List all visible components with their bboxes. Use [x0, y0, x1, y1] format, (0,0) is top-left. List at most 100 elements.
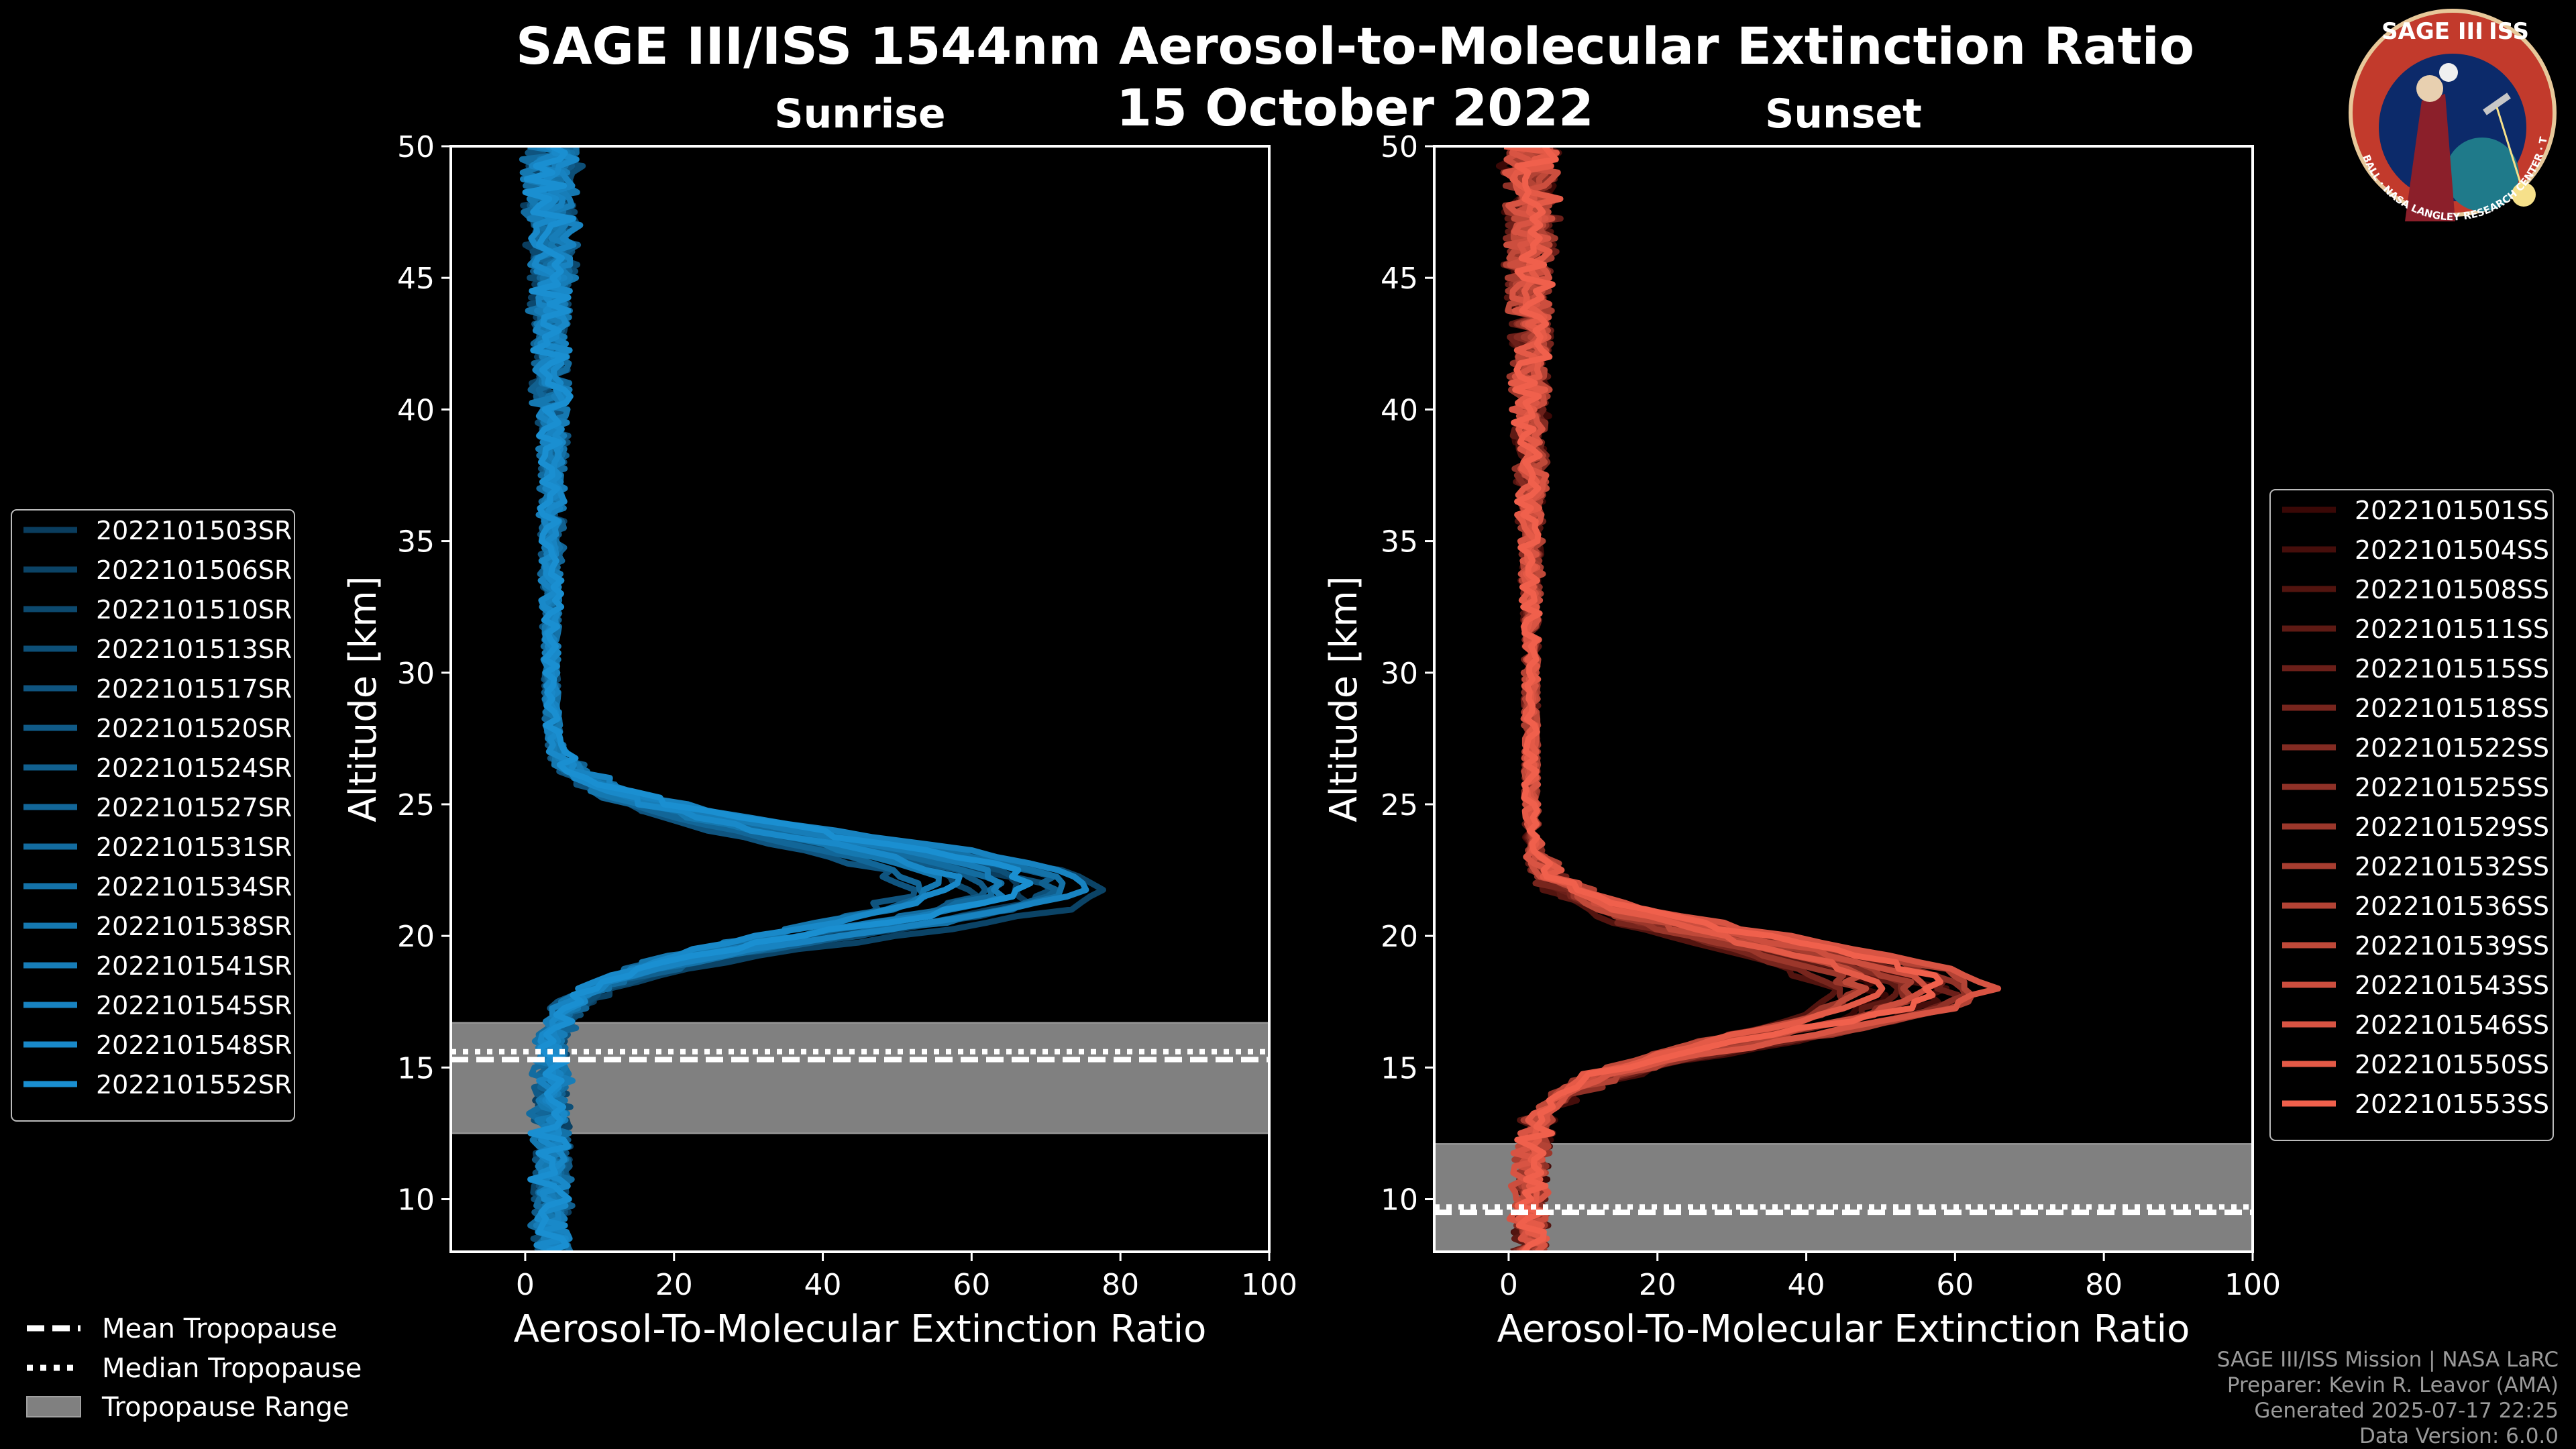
sunset-panel-title: Sunset [1765, 91, 1922, 138]
y-tick-label: 20 [1381, 920, 1418, 954]
series-lines [1495, 146, 2002, 1252]
y-tick-label: 10 [1381, 1183, 1418, 1218]
legend-entry-2022101513SR: 2022101513SR [96, 635, 292, 664]
legend-entry-2022101538SR: 2022101538SR [96, 912, 292, 941]
tropopause-range-band [1434, 1143, 2253, 1252]
legend-entry-2022101525SS: 2022101525SS [2355, 773, 2549, 802]
logo-sun-icon [2512, 182, 2536, 207]
sunrise-x-axis-label: Aerosol-To-Molecular Extinction Ratio [514, 1307, 1207, 1351]
series-line-2022101553SS [1511, 146, 1943, 1252]
logo-iss: ISS [2489, 18, 2529, 45]
legend-entry-2022101515SS: 2022101515SS [2355, 654, 2549, 684]
y-tick-label: 25 [397, 788, 435, 822]
legend-entry-2022101550SS: 2022101550SS [2355, 1050, 2549, 1079]
credit-mission: SAGE III/ISS Mission | NASA LaRC [2217, 1348, 2559, 1372]
x-tick-label: 100 [1241, 1268, 1297, 1302]
tropopause-range-label: Tropopause Range [101, 1392, 350, 1423]
legend-entry-2022101541SR: 2022101541SR [96, 951, 292, 981]
mean-tropopause-label: Mean Tropopause [102, 1313, 337, 1344]
y-tick-label: 30 [1381, 657, 1418, 691]
tropopause-range-band [450, 1022, 1270, 1134]
x-tick-label: 60 [953, 1268, 990, 1302]
legend-entry-2022101517SR: 2022101517SR [96, 674, 292, 704]
x-tick-label: 100 [2224, 1268, 2281, 1302]
x-tick-label: 60 [1936, 1268, 1974, 1302]
legend-entry-2022101520SR: 2022101520SR [96, 714, 292, 743]
x-tick-label: 0 [516, 1268, 535, 1302]
legend-entry-2022101531SR: 2022101531SR [96, 833, 292, 862]
legend-entry-2022101522SS: 2022101522SS [2355, 733, 2549, 763]
y-tick-label: 40 [397, 393, 435, 427]
legend-entry-2022101539SS: 2022101539SS [2355, 931, 2549, 961]
legend-box [2269, 489, 2554, 1141]
logo-station-icon [2483, 93, 2511, 115]
logo-figure-icon [2405, 94, 2455, 221]
legend-entry-2022101532SS: 2022101532SS [2355, 852, 2549, 881]
series-line-2022101552SR [522, 146, 1034, 1252]
y-tick-label: 50 [1381, 130, 1418, 164]
y-tick-label: 45 [1381, 262, 1418, 296]
y-tick-label: 30 [397, 657, 435, 691]
y-tick-label: 45 [397, 262, 435, 296]
y-tick-label: 35 [1381, 525, 1418, 559]
sunrise-y-axis-label: Altitude [km] [341, 576, 385, 822]
logo-bullet: · [2475, 18, 2483, 45]
y-tick-label: 15 [397, 1051, 435, 1085]
plot-frame [1433, 145, 2254, 1253]
legend-entry-2022101527SR: 2022101527SR [96, 793, 292, 822]
sunrise-legend: 2022101503SR 2022101506SR 2022101510SR 2022… [11, 509, 295, 1122]
sunset-x-axis-label: Aerosol-To-Molecular Extinction Ratio [1497, 1307, 2190, 1351]
y-tick-label: 35 [397, 525, 435, 559]
legend-entry-2022101501SS: 2022101501SS [2355, 496, 2549, 525]
legend-entry-2022101546SS: 2022101546SS [2355, 1010, 2549, 1040]
legend-entry-2022101543SS: 2022101543SS [2355, 971, 2549, 1000]
legend-entry-2022101506SR: 2022101506SR [96, 555, 292, 585]
legend-entry-2022101552SR: 2022101552SR [96, 1070, 292, 1099]
credit-version: Data Version: 6.0.0 [2359, 1424, 2559, 1448]
sunset-panel: 0 20 40 60 80 100 10 15 20 25 30 35 40 45 50 [1381, 130, 2281, 1302]
legend-entry-2022101548SR: 2022101548SR [96, 1030, 292, 1060]
x-tick-label: 40 [804, 1268, 842, 1302]
legend-entry-2022101536SS: 2022101536SS [2355, 892, 2549, 921]
legend-entry-2022101511SS: 2022101511SS [2355, 614, 2549, 644]
credits: SAGE III/ISS Mission | NASA LaRC Prepare… [2217, 1348, 2559, 1448]
series-lines [519, 146, 1106, 1252]
sunrise-panel: 0 20 40 60 80 100 10 15 20 25 30 35 40 45 50 [397, 130, 1297, 1302]
logo-figure-head-icon [2416, 75, 2443, 102]
plot-frame [449, 145, 1271, 1253]
y-tick-label: 20 [397, 920, 435, 954]
y-tick-label: 25 [1381, 788, 1418, 822]
median-tropopause-label: Median Tropopause [102, 1353, 362, 1384]
legend-entry-2022101518SS: 2022101518SS [2355, 694, 2549, 723]
legend-entry-2022101529SS: 2022101529SS [2355, 812, 2549, 842]
chart-date: 15 October 2022 [1116, 78, 1594, 138]
y-tick-label: 10 [397, 1183, 435, 1218]
logo-beam [2496, 107, 2525, 194]
legend-entry-2022101545SR: 2022101545SR [96, 991, 292, 1020]
legend-entry-2022101524SR: 2022101524SR [96, 753, 292, 783]
sunset-y-axis-label: Altitude [km] [1322, 576, 1366, 822]
legend-entry-2022101508SS: 2022101508SS [2355, 575, 2549, 604]
sunset-legend: 2022101501SS 2022101504SS 2022101508SS 2022… [2269, 489, 2554, 1141]
y-tick-label: 15 [1381, 1051, 1418, 1085]
tropopause-range-swatch [26, 1396, 81, 1417]
logo-earth-icon [2445, 138, 2519, 211]
tropopause-legend: Mean Tropopause Median Tropopause Tropop… [26, 1313, 362, 1423]
y-tick-label: 50 [397, 130, 435, 164]
x-tick-label: 20 [1639, 1268, 1676, 1302]
x-tick-label: 20 [655, 1268, 693, 1302]
legend-entry-2022101553SS: 2022101553SS [2355, 1089, 2549, 1119]
logo-title: SAGE III [2381, 18, 2483, 45]
logo-moon-icon [2439, 63, 2458, 82]
chart-title: SAGE III/ISS 1544nm Aerosol-to-Molecular… [516, 16, 2194, 76]
x-tick-label: 80 [2085, 1268, 2123, 1302]
x-tick-label: 0 [1499, 1268, 1518, 1302]
x-tick-label: 40 [1788, 1268, 1825, 1302]
x-tick-label: 80 [1102, 1268, 1139, 1302]
legend-entry-2022101534SR: 2022101534SR [96, 872, 292, 902]
y-tick-label: 40 [1381, 393, 1418, 427]
legend-entry-2022101504SS: 2022101504SS [2355, 535, 2549, 565]
credit-generated: Generated 2025-07-17 22:25 [2254, 1399, 2559, 1423]
legend-entry-2022101510SR: 2022101510SR [96, 595, 292, 625]
